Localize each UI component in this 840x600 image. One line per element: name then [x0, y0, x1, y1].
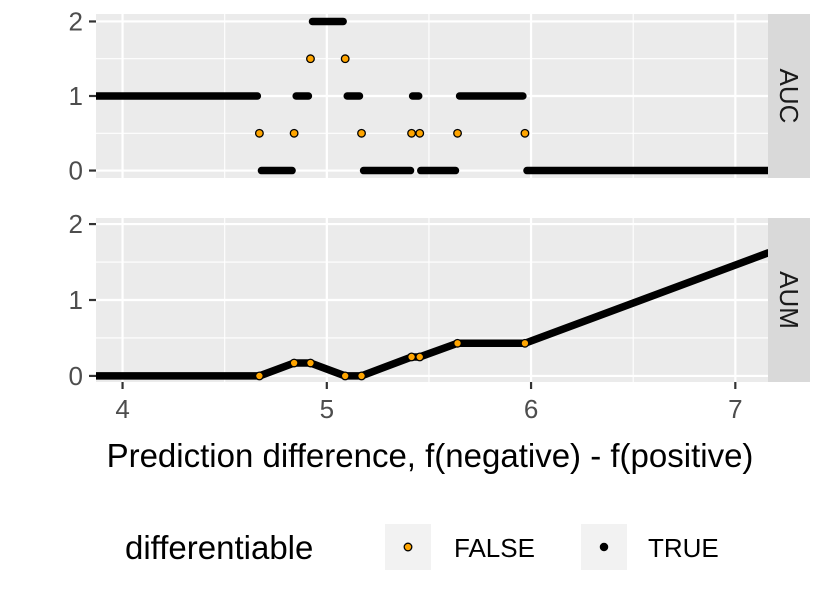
- strip-label: AUC: [774, 69, 804, 124]
- true-point-run: [415, 339, 462, 361]
- legend-label-false: FALSE: [454, 533, 535, 563]
- y-tick-label: 0: [69, 361, 83, 391]
- false-point: [520, 128, 530, 138]
- strip-background: [768, 14, 810, 178]
- x-tick-label: 4: [115, 394, 129, 424]
- false-point: [407, 352, 417, 362]
- false-point: [415, 352, 425, 362]
- strip-background: [768, 218, 810, 382]
- data-marks: [96, 17, 768, 175]
- legend-label-true: TRUE: [648, 533, 719, 563]
- false-point: [453, 338, 462, 348]
- y-tick-label: 1: [69, 81, 83, 111]
- y-tick-label: 0: [69, 156, 83, 186]
- y-tick-label: 2: [69, 6, 83, 36]
- false-point: [289, 128, 299, 138]
- true-point-run: [521, 249, 768, 348]
- true-point-run: [255, 359, 298, 380]
- y-tick-label: 2: [69, 209, 83, 239]
- panel-aum: 0 1 2 AUM: [69, 209, 810, 391]
- data-marks: [96, 249, 768, 381]
- legend-marker-true: [599, 542, 609, 552]
- false-point: [340, 54, 350, 64]
- true-point-run: [306, 359, 349, 380]
- panel-auc: 0 1 2 AUC: [69, 6, 810, 186]
- false-point: [289, 358, 299, 368]
- panels-layer: 0 1 2 AUC 0 1 2 AUM 4 5 6 7: [69, 6, 810, 424]
- false-point: [357, 371, 366, 381]
- false-point: [520, 338, 530, 348]
- x-tick-label: 5: [320, 394, 334, 424]
- x-tick-label: 7: [728, 394, 742, 424]
- false-point: [357, 128, 366, 138]
- legend-title: differentiable: [125, 529, 313, 566]
- false-point: [415, 128, 425, 138]
- false-point: [254, 371, 264, 381]
- false-point: [407, 128, 417, 138]
- false-point: [306, 358, 315, 368]
- strip-label: AUM: [774, 271, 804, 329]
- false-point: [254, 128, 264, 138]
- false-point: [306, 54, 315, 64]
- y-tick-label: 1: [69, 285, 83, 315]
- false-point: [340, 371, 350, 381]
- x-tick-label: 6: [524, 394, 538, 424]
- x-axis-title: Prediction difference, f(negative) - f(p…: [107, 437, 754, 474]
- legend-marker-false: [403, 542, 413, 552]
- false-point: [453, 128, 462, 138]
- legend-entries: FALSE TRUE: [385, 524, 719, 570]
- true-point-run: [357, 353, 416, 380]
